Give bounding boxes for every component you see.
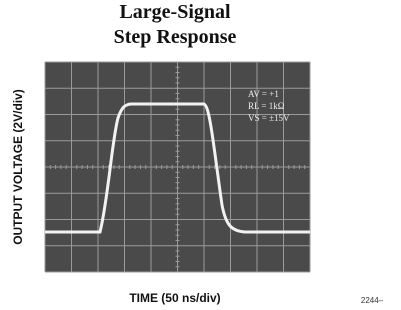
- y-axis-label: OUTPUT VOLTAGE (2V/div): [11, 89, 25, 245]
- scope-screen: AV = +1 RL = 1kΩ VS = ±15V: [45, 62, 310, 272]
- condition: AV = +1: [248, 89, 279, 99]
- condition: VS = ±15V: [248, 113, 290, 123]
- condition: RL = 1kΩ: [248, 101, 285, 111]
- title-line: Step Response: [114, 26, 237, 48]
- x-axis-label: TIME (50 ns/div): [129, 291, 220, 305]
- page: {"figure": { "title_lines": ["Large-Sign…: [0, 0, 401, 310]
- figure-number: 2244–: [361, 296, 384, 305]
- title-line: Large-Signal: [119, 1, 231, 23]
- figure: Large-Signal Step Response AV = +1 RL = …: [0, 0, 401, 310]
